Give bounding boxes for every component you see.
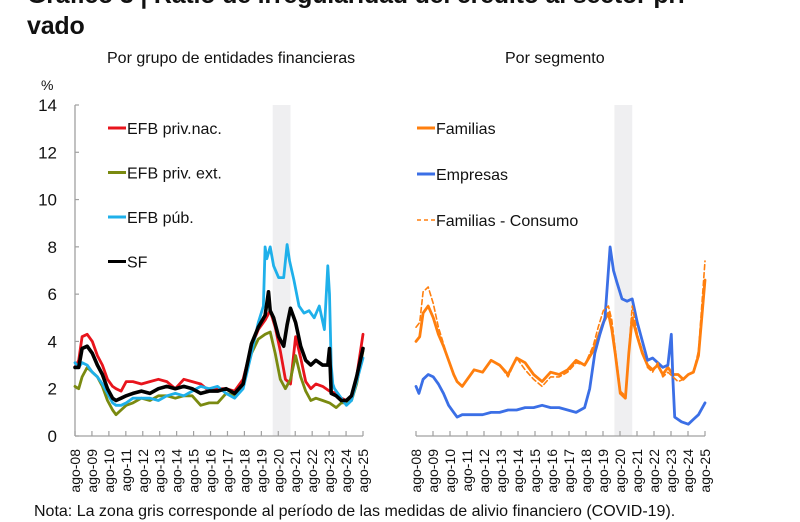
x-tick-label: ago-12 bbox=[135, 449, 151, 493]
x-tick-label: ago-24 bbox=[338, 449, 354, 493]
x-tick-label: ago-20 bbox=[270, 449, 286, 493]
x-tick-label: ago-15 bbox=[527, 449, 543, 493]
x-tick-label: ago-19 bbox=[253, 449, 269, 493]
x-tick-label: ago-21 bbox=[287, 449, 303, 493]
y-tick-label: 4 bbox=[48, 332, 57, 351]
series-line-sf bbox=[73, 289, 365, 403]
x-tick-label: ago-20 bbox=[612, 449, 628, 493]
legend-label: Familias - Consumo bbox=[436, 213, 578, 230]
x-tick-label: ago-08 bbox=[67, 449, 83, 493]
x-tick-label: ago-19 bbox=[595, 449, 611, 493]
chart-title-line-1: Gráfico 3 | Ratio de irregularidad del c… bbox=[27, 0, 787, 11]
x-tick-label: ago-22 bbox=[304, 449, 320, 493]
x-tick-label: ago-08 bbox=[408, 449, 424, 493]
chart-title: Gráfico 3 | Ratio de irregularidad del c… bbox=[27, 0, 787, 42]
x-tick-label: ago-13 bbox=[493, 449, 509, 493]
x-tick-label: ago-25 bbox=[697, 449, 713, 493]
series-line-familias bbox=[414, 278, 707, 400]
series-line-efb-p-b bbox=[73, 243, 365, 407]
x-tick-label: ago-17 bbox=[219, 449, 235, 493]
x-tick-label: ago-13 bbox=[152, 449, 168, 493]
x-tick-label: ago-11 bbox=[118, 449, 134, 492]
x-tick-label: ago-23 bbox=[663, 449, 679, 493]
legend-label: EFB priv.nac. bbox=[127, 121, 222, 138]
x-tick-label: ago-12 bbox=[476, 449, 492, 493]
x-tick-label: ago-24 bbox=[680, 449, 696, 493]
chart-title-line-2: vado bbox=[27, 12, 85, 40]
covid-relief-shaded-region bbox=[614, 105, 633, 436]
x-tick-label: ago-09 bbox=[84, 449, 100, 493]
y-tick-label: 8 bbox=[48, 238, 57, 257]
legend-label: SF bbox=[127, 255, 148, 272]
x-tick-label: ago-09 bbox=[425, 449, 441, 493]
x-tick-label: ago-16 bbox=[203, 449, 219, 493]
x-tick-label: ago-10 bbox=[442, 449, 458, 493]
x-tick-label: ago-10 bbox=[101, 449, 117, 493]
right-panel: ago-08 ago-09 ago-10 ago-11 ago-12 ago-13 ago-… bbox=[408, 105, 713, 493]
y-tick-label: 10 bbox=[38, 191, 57, 210]
right-panel-subtitle: Por segmento bbox=[505, 50, 605, 67]
x-tick-label: ago-15 bbox=[186, 449, 202, 493]
footnote: Nota: La zona gris corresponde al períod… bbox=[34, 503, 676, 520]
x-tick-label: ago-14 bbox=[169, 449, 185, 493]
y-tick-label: 6 bbox=[48, 285, 57, 304]
series-line-empresas bbox=[414, 245, 707, 426]
x-tick-label: ago-11 bbox=[459, 449, 475, 492]
x-tick-label: ago-18 bbox=[578, 449, 594, 493]
y-tick-label: 14 bbox=[38, 96, 57, 115]
x-tick-label: ago-21 bbox=[629, 449, 645, 493]
x-tick-label: ago-14 bbox=[510, 449, 526, 493]
y-tick-label: 0 bbox=[48, 427, 57, 446]
x-tick-label: ago-16 bbox=[544, 449, 560, 493]
y-tick-label: 2 bbox=[48, 380, 57, 399]
series-line-familias-consumo bbox=[415, 260, 706, 397]
x-tick-label: ago-22 bbox=[646, 449, 662, 493]
legend-label: Familias bbox=[436, 121, 496, 138]
x-tick-label: ago-23 bbox=[321, 449, 337, 493]
series-line-efb-priv-ext bbox=[73, 330, 365, 417]
y-tick-label: 12 bbox=[38, 143, 57, 162]
legend-label: Empresas bbox=[436, 167, 508, 184]
legend-label: EFB púb. bbox=[127, 210, 194, 227]
x-tick-label: ago-18 bbox=[236, 449, 252, 493]
legend-label: EFB priv. ext. bbox=[127, 166, 222, 183]
left-panel-subtitle: Por grupo de entidades financieras bbox=[107, 50, 356, 67]
x-tick-label: ago-17 bbox=[561, 449, 577, 493]
y-axis-label: % bbox=[41, 77, 53, 93]
x-tick-label: ago-25 bbox=[355, 449, 371, 493]
covid-relief-shaded-region bbox=[272, 105, 291, 436]
